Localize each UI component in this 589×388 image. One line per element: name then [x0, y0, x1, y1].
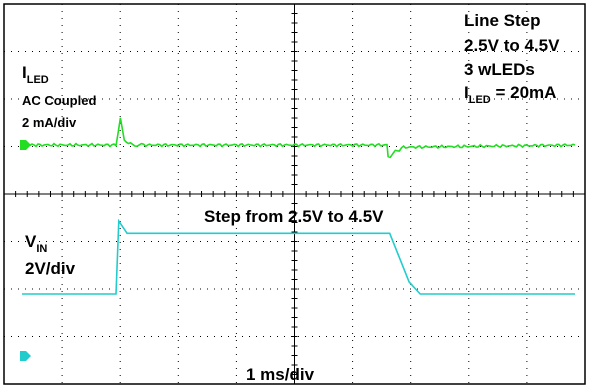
chart-title: Line Step [464, 11, 541, 30]
traces [21, 117, 576, 295]
led-current-annotation: ILED = 20mA [464, 83, 557, 106]
channel1-label: ILED [22, 63, 49, 86]
channel1-coupling: AC Coupled [22, 93, 97, 108]
channel2-marker [20, 351, 31, 361]
channel2-label-sub: IN [36, 243, 48, 255]
channel2-label-main: V [25, 232, 37, 251]
channel1-label-sub: LED [26, 74, 49, 86]
led-current-sub: LED [468, 94, 491, 106]
led-current-value: = 20mA [490, 83, 557, 102]
step-range-annotation: 2.5V to 4.5V [464, 36, 560, 55]
channel1-label-main: I [22, 63, 27, 82]
vin-trace [22, 218, 575, 295]
channel2-scale: 2V/div [25, 259, 76, 278]
timebase-label: 1 ms/div [246, 365, 315, 384]
led-count-annotation: 3 wLEDs [464, 60, 535, 79]
channel1-marker [20, 140, 31, 150]
graticule [3, 3, 586, 385]
channel-markers [20, 140, 31, 361]
channel2-label: VIN [25, 232, 47, 255]
iled-trace [21, 117, 576, 159]
channel1-scale: 2 mA/div [22, 115, 77, 130]
step-annotation: Step from 2.5V to 4.5V [204, 207, 384, 226]
led-current-prefix: I [464, 83, 469, 102]
